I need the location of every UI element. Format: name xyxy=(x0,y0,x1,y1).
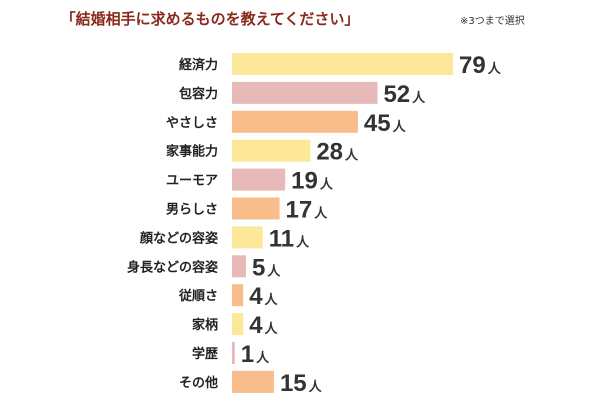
bar xyxy=(232,81,378,104)
bar xyxy=(232,226,263,249)
category-label: 家事能力 xyxy=(166,144,218,160)
selection-note: ※3つまで選択 xyxy=(460,16,525,27)
data-label: 15 人 xyxy=(280,370,323,397)
bar xyxy=(232,342,235,364)
bar xyxy=(232,168,286,191)
bar xyxy=(232,313,244,336)
bar xyxy=(232,370,274,393)
data-label: 19 人 xyxy=(291,168,334,195)
data-label: 28 人 xyxy=(316,139,359,166)
category-label: 包容力 xyxy=(179,86,218,102)
data-label: 79 人 xyxy=(459,52,502,79)
category-label: やさしさ xyxy=(166,116,218,131)
data-label: 52 人 xyxy=(383,81,426,108)
category-label: 家柄 xyxy=(192,317,218,333)
bar xyxy=(232,255,246,278)
category-label: 経済力 xyxy=(179,57,218,73)
bar xyxy=(232,53,453,75)
category-label: 従順さ xyxy=(178,288,218,304)
category-label: その他 xyxy=(179,375,218,391)
data-label: 11 人 xyxy=(269,225,310,252)
bar xyxy=(232,110,358,133)
data-label: 17 人 xyxy=(286,197,329,224)
bar xyxy=(232,139,311,162)
data-label: 45 人 xyxy=(364,110,407,137)
chart-title: 「結婚相手に求めるものを教えてください」 xyxy=(60,10,360,28)
bar xyxy=(232,197,280,220)
bar xyxy=(232,284,244,307)
category-label: 身長などの容姿 xyxy=(127,259,218,275)
category-label: 学歴 xyxy=(192,346,218,362)
category-label: 顔などの容姿 xyxy=(139,230,218,246)
category-label: 男らしさ xyxy=(166,203,218,218)
category-label: ユーモア xyxy=(166,174,218,189)
